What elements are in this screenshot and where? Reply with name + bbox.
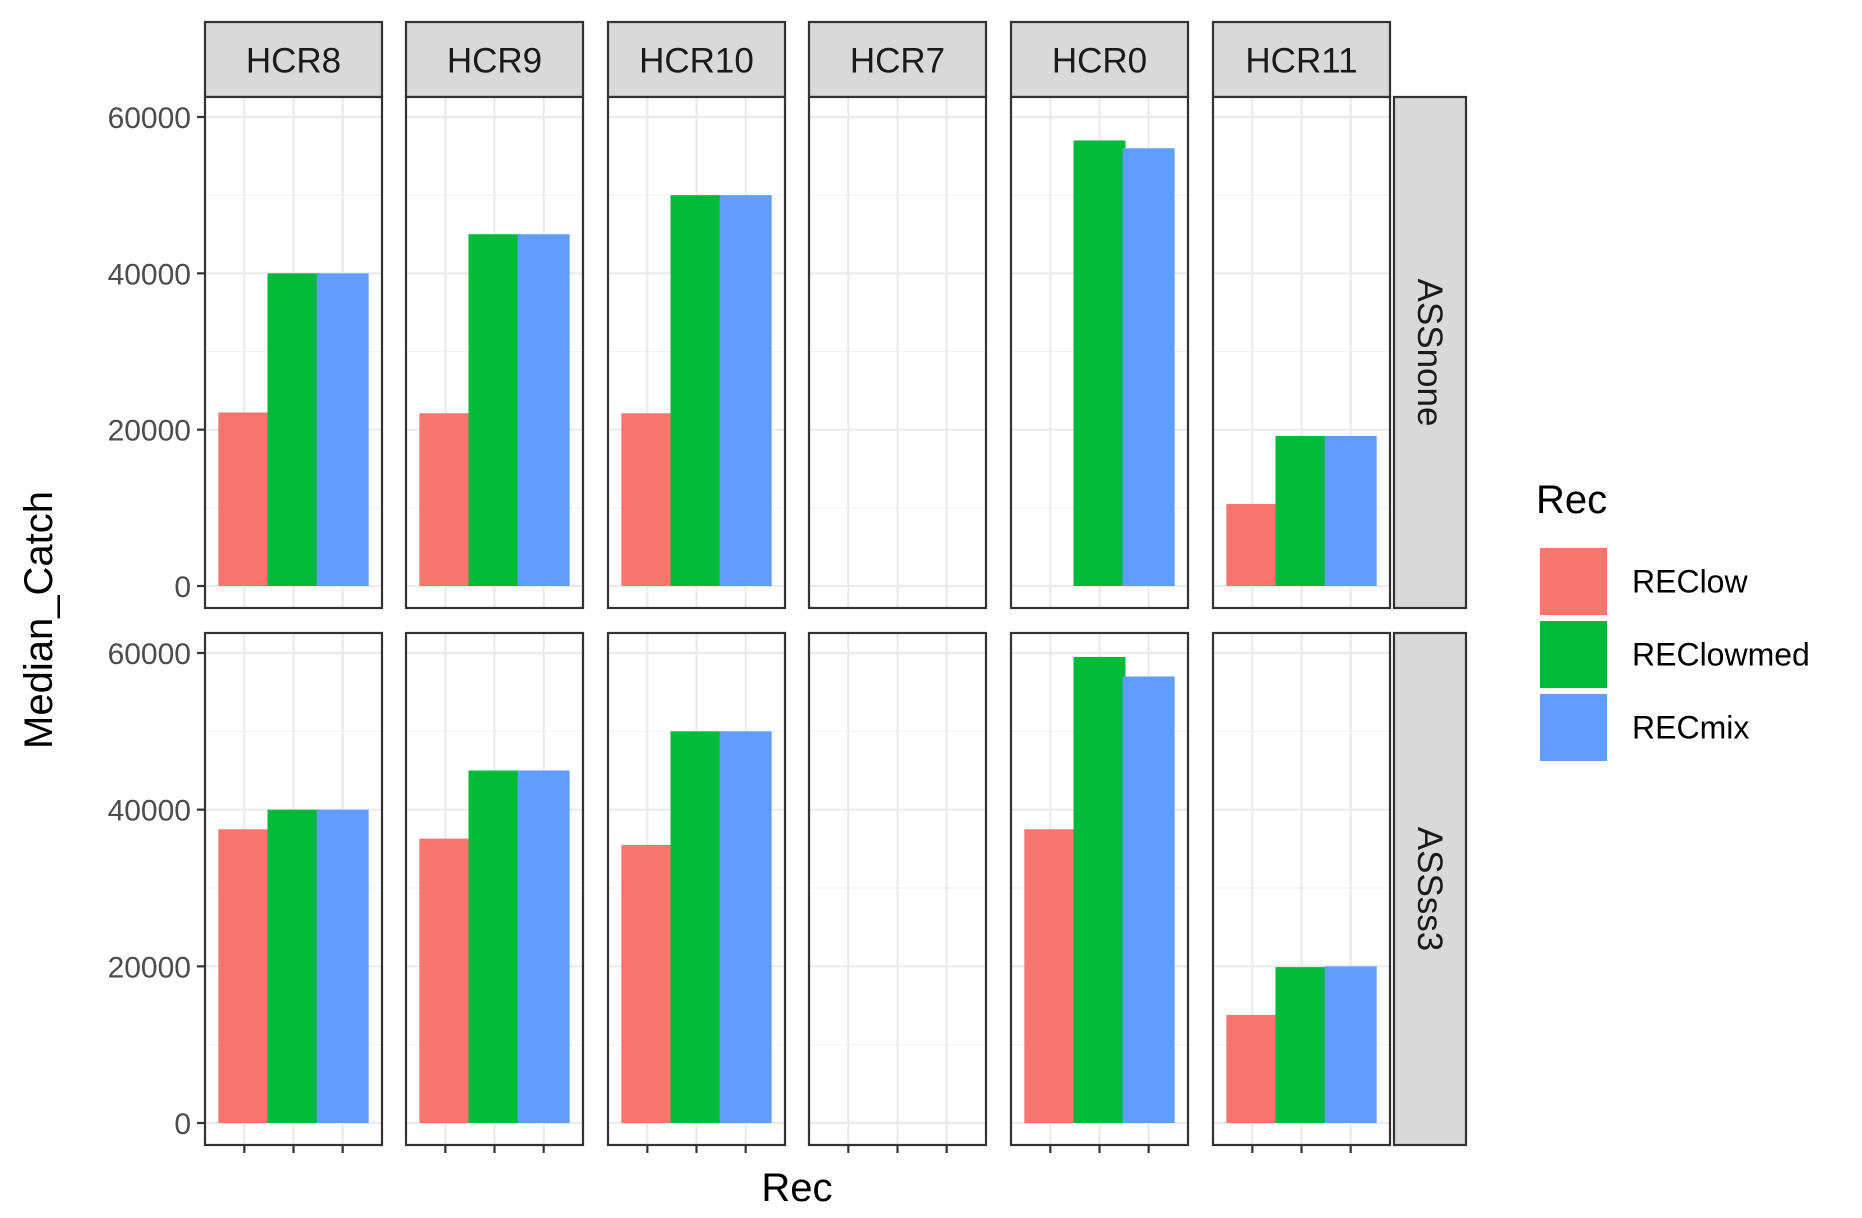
legend-entry-reclow: REClow bbox=[1540, 548, 1748, 615]
facet-strip-hcr10: HCR10 bbox=[606, 20, 787, 99]
y-tick-label: 40000 bbox=[108, 258, 191, 291]
legend-label: REClowmed bbox=[1632, 637, 1810, 673]
legend-entry-recmix: RECmix bbox=[1540, 694, 1749, 761]
bar-reclow bbox=[419, 413, 472, 586]
bar-reclowmed bbox=[1275, 967, 1328, 1123]
facet-strip-assnone: ASSnone bbox=[1392, 95, 1468, 610]
y-axis-title: Median_Catch bbox=[17, 491, 61, 749]
panel-border bbox=[1211, 95, 1392, 610]
bar-reclowmed bbox=[267, 809, 320, 1123]
bar-reclow bbox=[621, 413, 674, 586]
legend-key bbox=[1540, 694, 1607, 761]
panel-border bbox=[203, 95, 384, 610]
panel-hcr0-assss3 bbox=[1009, 631, 1190, 1147]
bar-recmix bbox=[316, 809, 369, 1123]
panel-hcr11-assss3 bbox=[1211, 631, 1392, 1147]
y-axis-assnone: 0 20000 40000 60000 bbox=[108, 102, 205, 604]
y-tick-label: 20000 bbox=[108, 415, 191, 448]
y-tick-label: 60000 bbox=[108, 102, 191, 135]
bar-reclowmed bbox=[468, 770, 521, 1123]
y-tick-label: 0 bbox=[174, 1108, 191, 1141]
panel-hcr11-assnone bbox=[1211, 95, 1392, 610]
bar-recmix bbox=[1324, 435, 1377, 586]
panel-hcr7-assss3 bbox=[807, 631, 988, 1147]
panel-border bbox=[606, 95, 787, 610]
bar-reclow bbox=[218, 829, 271, 1123]
bar-reclow bbox=[218, 412, 271, 586]
facet-strip-label: HCR9 bbox=[447, 42, 542, 81]
facet-strip-label: HCR10 bbox=[639, 42, 754, 81]
facet-strip-label: ASSss3 bbox=[1410, 827, 1449, 952]
facet-row-strips: ASSnone ASSss3 bbox=[1392, 95, 1468, 1147]
y-tick-label: 40000 bbox=[108, 795, 191, 828]
facet-column-strips: HCR8 HCR9 HCR10 HCR7 HCR0 HCR11 bbox=[203, 20, 1392, 99]
x-axis bbox=[243, 1145, 1352, 1153]
panel-hcr9-assss3 bbox=[404, 631, 585, 1147]
bar-recmix bbox=[719, 731, 772, 1123]
bar-reclowmed bbox=[1275, 435, 1328, 586]
facet-strip-label: HCR11 bbox=[1245, 42, 1357, 81]
panel-border bbox=[807, 95, 988, 610]
panel-hcr10-assss3 bbox=[606, 631, 787, 1147]
facet-strip-label: HCR0 bbox=[1052, 42, 1147, 81]
bar-recmix bbox=[1324, 966, 1377, 1123]
facet-strip-label: HCR8 bbox=[246, 42, 341, 81]
legend-label: REClow bbox=[1632, 564, 1748, 600]
panel-hcr9-assnone bbox=[404, 95, 585, 610]
panel-hcr0-assnone bbox=[1009, 95, 1190, 610]
bar-reclow bbox=[1024, 829, 1077, 1123]
panel-hcr8-assnone bbox=[203, 95, 384, 610]
bar-reclow bbox=[621, 844, 674, 1123]
facet-strip-hcr11: HCR11 bbox=[1211, 20, 1392, 99]
bar-recmix bbox=[1122, 676, 1175, 1123]
panel-hcr8-assss3 bbox=[203, 631, 384, 1147]
bar-recmix bbox=[517, 234, 570, 586]
panel-hcr7-assnone bbox=[807, 95, 988, 610]
facet-strip-hcr9: HCR9 bbox=[404, 20, 585, 99]
legend-entries: REClow REClowmed RECmix bbox=[1540, 548, 1810, 761]
panel-border bbox=[404, 95, 585, 610]
facet-strip-hcr0: HCR0 bbox=[1009, 20, 1190, 99]
bar-reclowmed bbox=[267, 273, 320, 586]
legend: Rec REClow REClowmed RECmix bbox=[1536, 478, 1810, 761]
facet-strip-label: ASSnone bbox=[1410, 279, 1449, 427]
bar-reclowmed bbox=[1073, 656, 1126, 1123]
bar-reclow bbox=[419, 838, 472, 1123]
panel-hcr10-assnone bbox=[606, 95, 787, 610]
bar-reclowmed bbox=[468, 234, 521, 586]
bar-recmix bbox=[719, 195, 772, 586]
bar-reclowmed bbox=[1073, 140, 1126, 586]
panel-border bbox=[1009, 95, 1190, 610]
bar-reclow bbox=[1226, 503, 1279, 586]
bar-recmix bbox=[1122, 148, 1175, 586]
facet-strip-hcr7: HCR7 bbox=[807, 20, 988, 99]
legend-entry-reclowmed: REClowmed bbox=[1540, 621, 1810, 688]
y-axes: 0 20000 40000 60000 0 20000 40000 60000 bbox=[108, 102, 205, 1141]
facet-panels bbox=[203, 95, 1392, 1147]
facet-strip-label: HCR7 bbox=[850, 42, 945, 81]
bar-reclowmed bbox=[670, 731, 723, 1123]
bar-recmix bbox=[517, 770, 570, 1123]
y-tick-label: 60000 bbox=[108, 638, 191, 671]
y-axis-assss3: 0 20000 40000 60000 bbox=[108, 638, 205, 1141]
legend-key bbox=[1540, 548, 1607, 615]
y-tick-label: 0 bbox=[174, 571, 191, 604]
facet-strip-assss3: ASSss3 bbox=[1392, 631, 1468, 1147]
legend-key bbox=[1540, 621, 1607, 688]
legend-title: Rec bbox=[1536, 478, 1607, 522]
legend-label: RECmix bbox=[1632, 710, 1749, 746]
y-tick-label: 20000 bbox=[108, 951, 191, 984]
x-axis-title: Rec bbox=[761, 1166, 832, 1210]
bar-reclow bbox=[1226, 1014, 1279, 1123]
bar-reclowmed bbox=[670, 195, 723, 586]
bar-recmix bbox=[316, 273, 369, 586]
facet-strip-hcr8: HCR8 bbox=[203, 20, 384, 99]
